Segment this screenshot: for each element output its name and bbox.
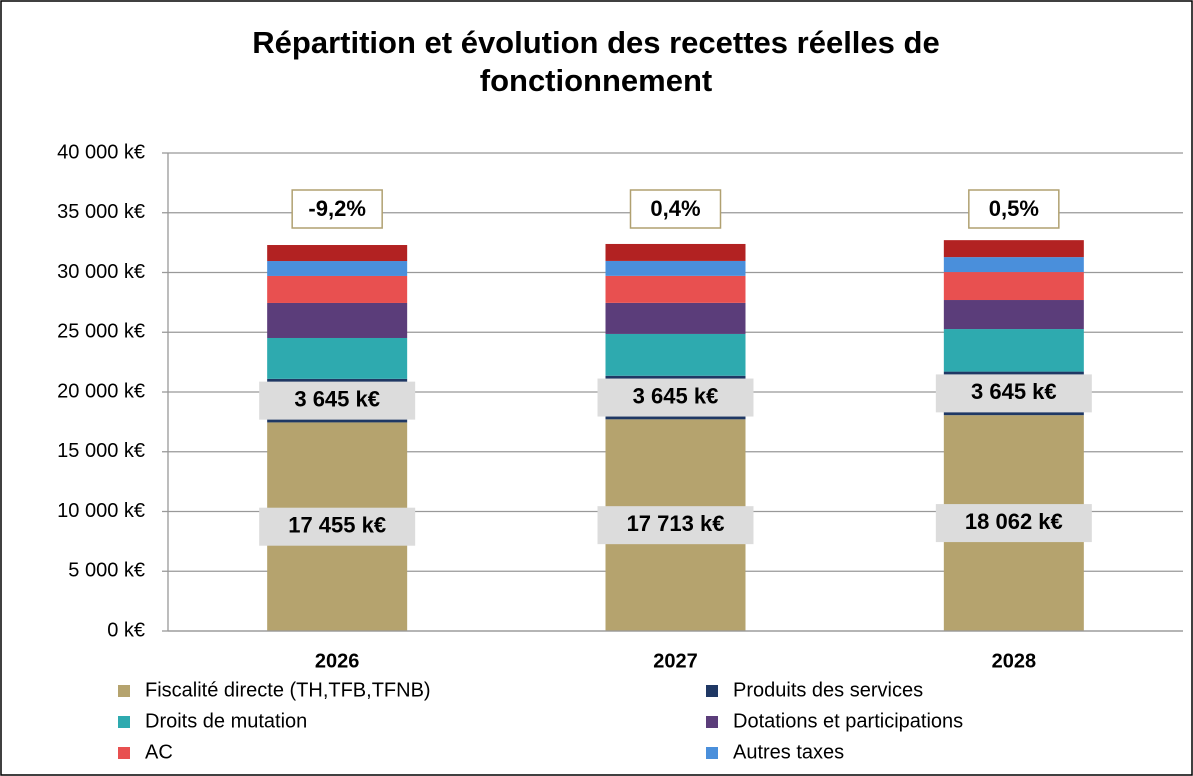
bar-segment <box>605 302 746 334</box>
annotation: 0,5% <box>989 196 1039 221</box>
bar-segment <box>267 337 408 379</box>
data-label-box <box>935 504 1092 543</box>
y-tick-label: 20 000 k€ <box>57 380 145 402</box>
y-tick-label: 0 k€ <box>107 619 145 641</box>
legend-swatch <box>118 685 130 697</box>
data-label: 3 645 k€ <box>294 386 380 411</box>
data-label: 18 062 k€ <box>965 509 1063 534</box>
bar-segment <box>267 261 408 276</box>
bar-segment <box>267 245 408 262</box>
legend-label: Fiscalité directe (TH,TFB,TFNB) <box>145 679 431 701</box>
y-tick-label: 15 000 k€ <box>57 440 145 462</box>
annotation-box <box>629 189 722 229</box>
legend-label: Autres taxes <box>733 741 844 763</box>
data-label-box <box>259 507 416 546</box>
legend-label: Produits des services <box>733 679 923 701</box>
legend-swatch <box>706 747 718 759</box>
legend-swatch <box>118 716 130 728</box>
x-tick-label: 2027 <box>653 650 698 672</box>
data-label-box <box>597 506 754 545</box>
legend-swatch <box>706 685 718 697</box>
y-tick-label: 40 000 k€ <box>57 141 145 163</box>
bar-segment <box>267 302 408 338</box>
legend-swatch <box>118 747 130 759</box>
data-label-box <box>935 374 1092 413</box>
data-label: 3 645 k€ <box>971 379 1057 404</box>
data-label: 3 645 k€ <box>633 383 719 408</box>
bar-segment <box>605 275 746 303</box>
bar-segment <box>943 300 1084 330</box>
annotation: 0,4% <box>650 196 700 221</box>
bar-segment <box>943 240 1084 258</box>
data-label: 17 455 k€ <box>288 513 386 538</box>
y-tick-label: 25 000 k€ <box>57 321 145 343</box>
chart-title: Répartition et évolution des recettes ré… <box>252 25 939 98</box>
y-tick-label: 30 000 k€ <box>57 261 145 283</box>
annotation-box <box>291 189 383 229</box>
x-tick-label: 2026 <box>315 650 360 672</box>
data-label: 17 713 k€ <box>627 511 725 536</box>
data-label-box <box>597 378 754 417</box>
legend-label: AC <box>145 741 173 763</box>
bar-segment <box>943 329 1084 372</box>
annotation-box <box>968 189 1060 229</box>
bar-segment <box>605 260 746 276</box>
bar-segment <box>943 272 1084 301</box>
bar-segment <box>605 243 746 261</box>
legend-label: Dotations et participations <box>733 710 963 732</box>
legend-swatch <box>706 716 718 728</box>
bar-segment <box>605 333 746 376</box>
x-tick-label: 2028 <box>992 650 1037 672</box>
y-tick-label: 10 000 k€ <box>57 500 145 522</box>
y-tick-label: 5 000 k€ <box>68 560 145 582</box>
annotation: -9,2% <box>308 196 365 221</box>
bar-segment <box>943 257 1084 273</box>
legend-label: Droits de mutation <box>145 710 307 732</box>
data-label-box <box>259 381 416 420</box>
y-tick-label: 35 000 k€ <box>57 201 145 223</box>
bar-segment <box>267 275 408 303</box>
